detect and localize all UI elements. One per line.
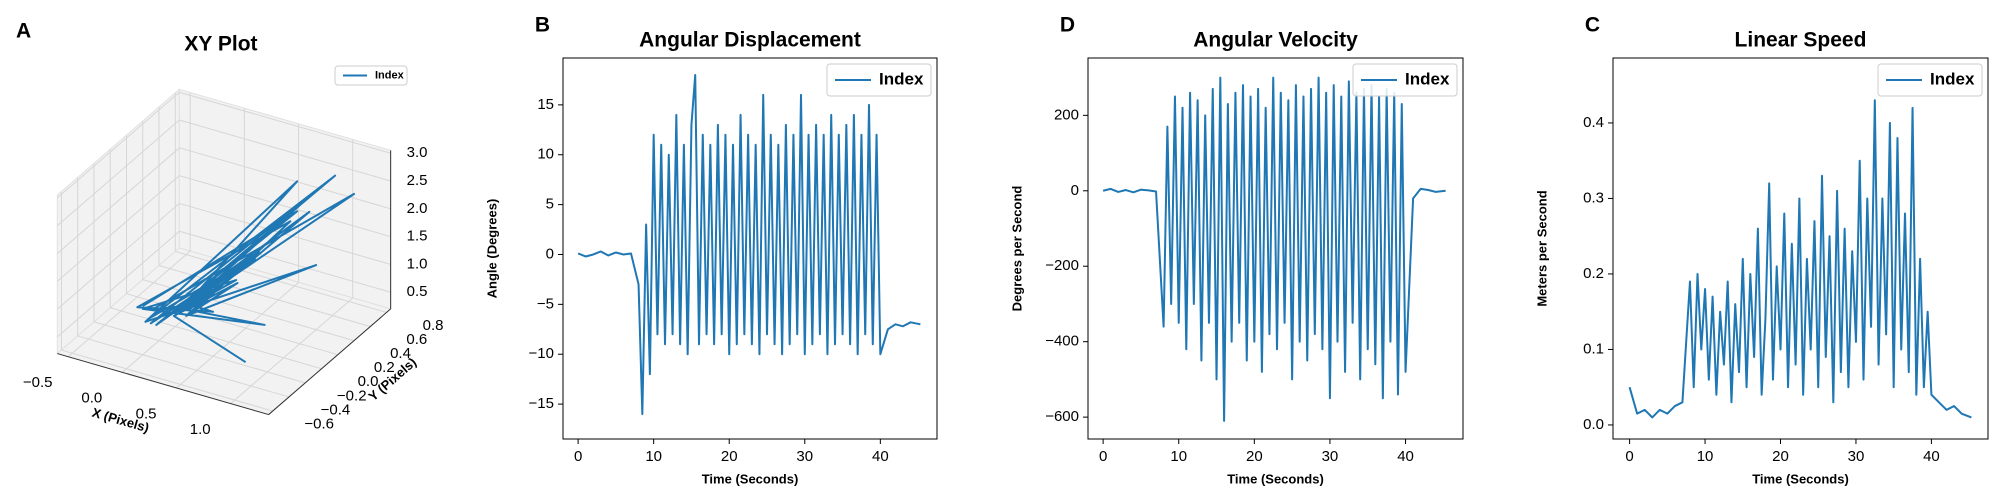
y-tick-label: 0 <box>1071 182 1079 199</box>
legend-label: Index <box>375 69 405 81</box>
panel-letter: C <box>1585 14 1600 37</box>
grid-line <box>57 175 180 282</box>
y-tick-label: −5 <box>537 295 554 312</box>
legend-box <box>1352 63 1458 97</box>
grid-line <box>142 279 355 342</box>
legend-label: Index <box>879 69 924 88</box>
panel-letter: D <box>1060 14 1075 37</box>
data-line <box>136 174 356 364</box>
grid-line <box>110 307 322 370</box>
x-tick-label: 0 <box>574 448 582 465</box>
y-tick-label: −0.6 <box>304 415 334 432</box>
x-tick-label: 40 <box>1923 448 1940 465</box>
z-tick-label: 1.5 <box>407 228 428 245</box>
y-tick-label: 0.2 <box>374 359 395 376</box>
y-tick-label: −0.4 <box>321 401 351 418</box>
x-tick-label: 0.0 <box>81 390 102 407</box>
legend-box <box>826 63 932 97</box>
x-tick-label: 1.0 <box>190 421 211 438</box>
y-tick-label: 15 <box>537 96 554 113</box>
grid-line <box>57 203 180 310</box>
z-tick-label: 2.5 <box>407 172 428 189</box>
grid-line <box>179 175 391 238</box>
data-line <box>1628 99 1972 419</box>
y-tick-label: 200 <box>1054 106 1079 123</box>
grid-line <box>57 91 180 199</box>
grid-line <box>57 230 180 338</box>
x-tick-label: 20 <box>1246 448 1263 465</box>
y-tick-label: −15 <box>529 395 554 412</box>
grid-line <box>179 91 391 154</box>
y-axis-label: Angle (Degrees) <box>484 199 499 299</box>
panel-letter: B <box>535 14 550 37</box>
y-tick-label: 0.3 <box>1583 189 1604 206</box>
axis-line <box>57 353 269 416</box>
x-tick-label: 20 <box>721 448 738 465</box>
x-tick-label: −0.5 <box>23 374 53 391</box>
x-tick-label: 40 <box>1397 448 1414 465</box>
x-tick-label: 30 <box>1322 448 1339 465</box>
grid-line <box>57 119 180 227</box>
y-tick-label: −400 <box>1045 333 1079 350</box>
z-tick-label: 3.0 <box>407 144 428 161</box>
grid-line <box>179 119 391 182</box>
y-tick-label: 0 <box>546 245 554 262</box>
x-tick-label: 0 <box>1625 448 1633 465</box>
legend-label: Index <box>1405 69 1450 88</box>
x-tick-label: 30 <box>796 448 813 465</box>
z-tick-label: 2.0 <box>407 200 428 217</box>
legend-box <box>334 65 408 86</box>
axes-frame <box>1087 57 1464 440</box>
chart-title: Linear Speed <box>1735 29 1867 52</box>
grid-line <box>57 147 180 254</box>
y-tick-label: 0.0 <box>1583 416 1604 433</box>
x-tick-label: 40 <box>872 448 889 465</box>
x-tick-label: 10 <box>1170 448 1187 465</box>
y-tick-label: 10 <box>537 146 554 163</box>
x-axis-label: Time (Seconds) <box>702 471 799 486</box>
y-tick-label: 0.4 <box>1583 114 1604 131</box>
z-tick-label: 1.0 <box>407 255 428 272</box>
legend-box <box>1877 63 1983 97</box>
data-line <box>577 73 921 416</box>
y-tick-label: −600 <box>1045 408 1079 425</box>
axis-line <box>268 308 391 415</box>
data-line <box>1102 76 1446 422</box>
axes-frame <box>1612 57 1989 440</box>
chart-title: Angular Velocity <box>1193 29 1358 52</box>
y-tick-label: 0.6 <box>406 331 427 348</box>
x-tick-label: 30 <box>1848 448 1865 465</box>
chart-title: Angular Displacement <box>639 29 861 52</box>
x-axis-label: Time (Seconds) <box>1227 471 1324 486</box>
panel-letter: A <box>16 20 31 43</box>
y-tick-label: −0.2 <box>337 387 367 404</box>
grid-line <box>179 230 391 293</box>
grid-line <box>93 321 306 384</box>
y-tick-label: 0.4 <box>390 345 411 362</box>
chart-title: XY Plot <box>184 33 257 56</box>
y-tick-label: 0.2 <box>1583 265 1604 282</box>
y-tick-label: 5 <box>546 196 554 213</box>
y-tick-label: −200 <box>1045 257 1079 274</box>
y-tick-label: 0.1 <box>1583 340 1604 357</box>
y-tick-label: 0.0 <box>358 373 379 390</box>
x-tick-label: 10 <box>645 448 662 465</box>
z-tick-label: 0.5 <box>407 283 428 300</box>
y-axis-label: Meters per Second <box>1534 190 1549 306</box>
axes-frame <box>562 57 938 440</box>
grid-line <box>77 335 290 398</box>
x-tick-label: 20 <box>1772 448 1789 465</box>
legend-label: Index <box>1930 69 1975 88</box>
y-axis-label: Degrees per Second <box>1009 186 1024 312</box>
x-axis-label: Time (Seconds) <box>1752 471 1849 486</box>
y-tick-label: −10 <box>529 345 554 362</box>
x-tick-label: 0.5 <box>136 405 157 422</box>
y-tick-label: 0.8 <box>423 317 444 334</box>
grid-line <box>61 349 273 412</box>
x-tick-label: 10 <box>1697 448 1714 465</box>
grid-line <box>179 147 391 210</box>
x-tick-label: 0 <box>1099 448 1107 465</box>
